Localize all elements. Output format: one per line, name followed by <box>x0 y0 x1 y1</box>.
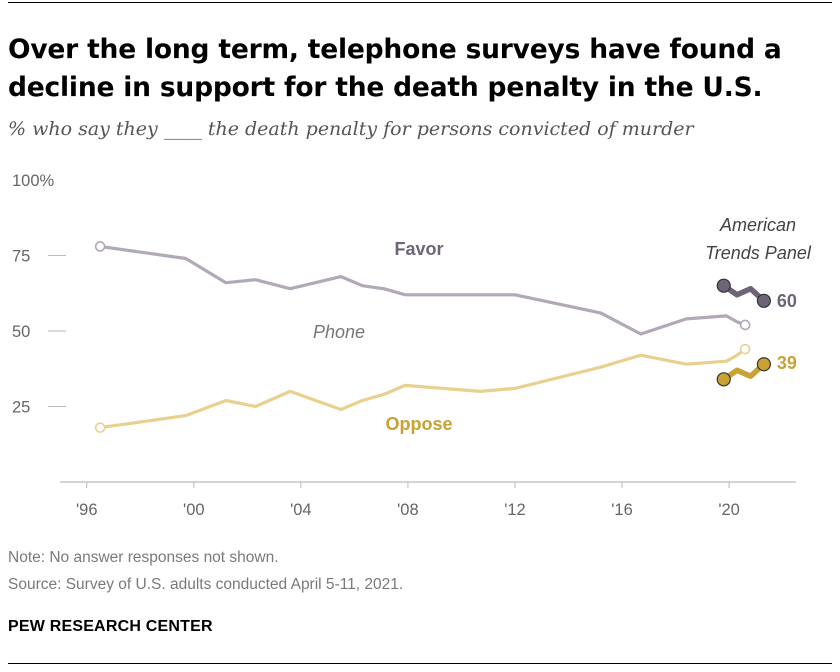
phone-label: Phone <box>313 322 365 342</box>
x-tick-label: '12 <box>504 501 526 519</box>
x-tick-label: '08 <box>397 501 419 519</box>
oppose-phone-line-point <box>94 422 106 433</box>
oppose-panel-line-point <box>716 372 731 387</box>
favor-panel-end-label: 60 <box>777 291 797 311</box>
x-tick-label: '20 <box>718 501 740 519</box>
favor-phone-line-point <box>94 241 106 252</box>
panel-label-line2: Trends Panel <box>705 243 812 263</box>
chart-title: Over the long term, telephone surveys ha… <box>8 34 782 103</box>
y-tick-label: 50 <box>12 323 30 341</box>
favor-panel-line <box>720 282 767 304</box>
y-tick-label: 100% <box>12 172 55 190</box>
annotations: Favor Oppose Phone American Trends Panel… <box>313 215 812 434</box>
oppose-panel-line <box>720 361 767 383</box>
favor-label: Favor <box>394 239 443 259</box>
brand-logo-text: PEW RESEARCH CENTER <box>8 618 213 635</box>
favor-phone-line-point <box>739 319 751 331</box>
y-tick-label: 25 <box>12 399 30 417</box>
y-axis: 25 50 75 100% <box>12 172 66 417</box>
x-tick-label: '96 <box>76 501 98 519</box>
panel-label-line1: American <box>719 215 796 235</box>
top-rule <box>8 2 832 3</box>
oppose-label: Oppose <box>385 414 452 434</box>
line-chart: 25 50 75 100% '96 '00 '04 '08 '12 '16 '20 Favor O… <box>12 172 812 519</box>
favor-panel-line-point <box>716 278 731 293</box>
x-tick-label: '00 <box>183 501 205 519</box>
oppose-panel-end-label: 39 <box>777 353 797 373</box>
y-tick-label: 75 <box>12 248 30 266</box>
oppose-phone-line <box>98 347 747 430</box>
oppose-panel-line-point <box>756 357 771 372</box>
oppose-phone-line-point <box>739 343 751 355</box>
note-text: Note: No answer responses not shown. <box>8 549 279 566</box>
source-text: Source: Survey of U.S. adults conducted … <box>8 576 404 593</box>
bottom-rule <box>8 663 832 664</box>
chart-subtitle: % who say they ____ the death penalty fo… <box>8 118 694 140</box>
x-axis: '96 '00 '04 '08 '12 '16 '20 <box>60 481 796 519</box>
x-tick-label: '04 <box>290 501 312 519</box>
x-tick-label: '16 <box>611 501 633 519</box>
favor-panel-line-point <box>756 293 771 308</box>
favor-phone-line <box>98 244 747 336</box>
plot-area <box>94 241 771 433</box>
